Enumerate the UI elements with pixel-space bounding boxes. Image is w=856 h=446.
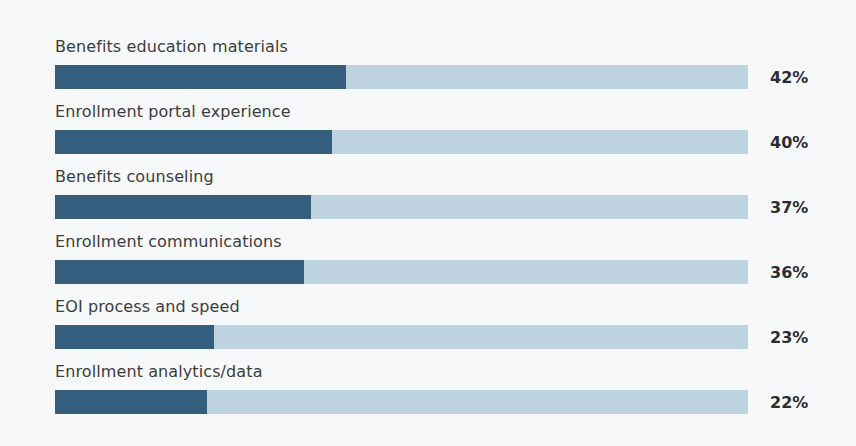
bar-line: 40% [55,130,856,154]
value-label: 42% [770,68,808,87]
bar-track [55,130,748,154]
category-label: Enrollment analytics/data [55,360,856,384]
value-label: 22% [770,393,808,412]
category-label: Benefits education materials [55,35,856,59]
bar-fill [55,325,214,349]
value-label: 37% [770,198,808,217]
chart-row: Benefits education materials 42% [55,35,856,89]
chart-row: Enrollment portal experience 40% [55,100,856,154]
bar-line: 42% [55,65,856,89]
bar-track [55,260,748,284]
chart-row: Benefits counseling 37% [55,165,856,219]
bar-track [55,65,748,89]
value-label: 36% [770,263,808,282]
bar-line: 22% [55,390,856,414]
value-label: 23% [770,328,808,347]
bar-fill [55,130,332,154]
chart-plot-area: Benefits education materials 42% Enrollm… [0,0,856,414]
category-label: Benefits counseling [55,165,856,189]
chart-row: Enrollment analytics/data 22% [55,360,856,414]
bar-track [55,195,748,219]
chart-row: EOI process and speed 23% [55,295,856,349]
bar-track [55,325,748,349]
category-label: Enrollment communications [55,230,856,254]
bar-fill [55,260,304,284]
value-label: 40% [770,133,808,152]
bar-fill [55,195,311,219]
bar-line: 36% [55,260,856,284]
bar-track [55,390,748,414]
bar-line: 37% [55,195,856,219]
bar-fill [55,390,207,414]
category-label: Enrollment portal experience [55,100,856,124]
bar-line: 23% [55,325,856,349]
category-label: EOI process and speed [55,295,856,319]
bar-chart: Benefits education materials 42% Enrollm… [0,0,856,446]
bar-fill [55,65,346,89]
chart-row: Enrollment communications 36% [55,230,856,284]
